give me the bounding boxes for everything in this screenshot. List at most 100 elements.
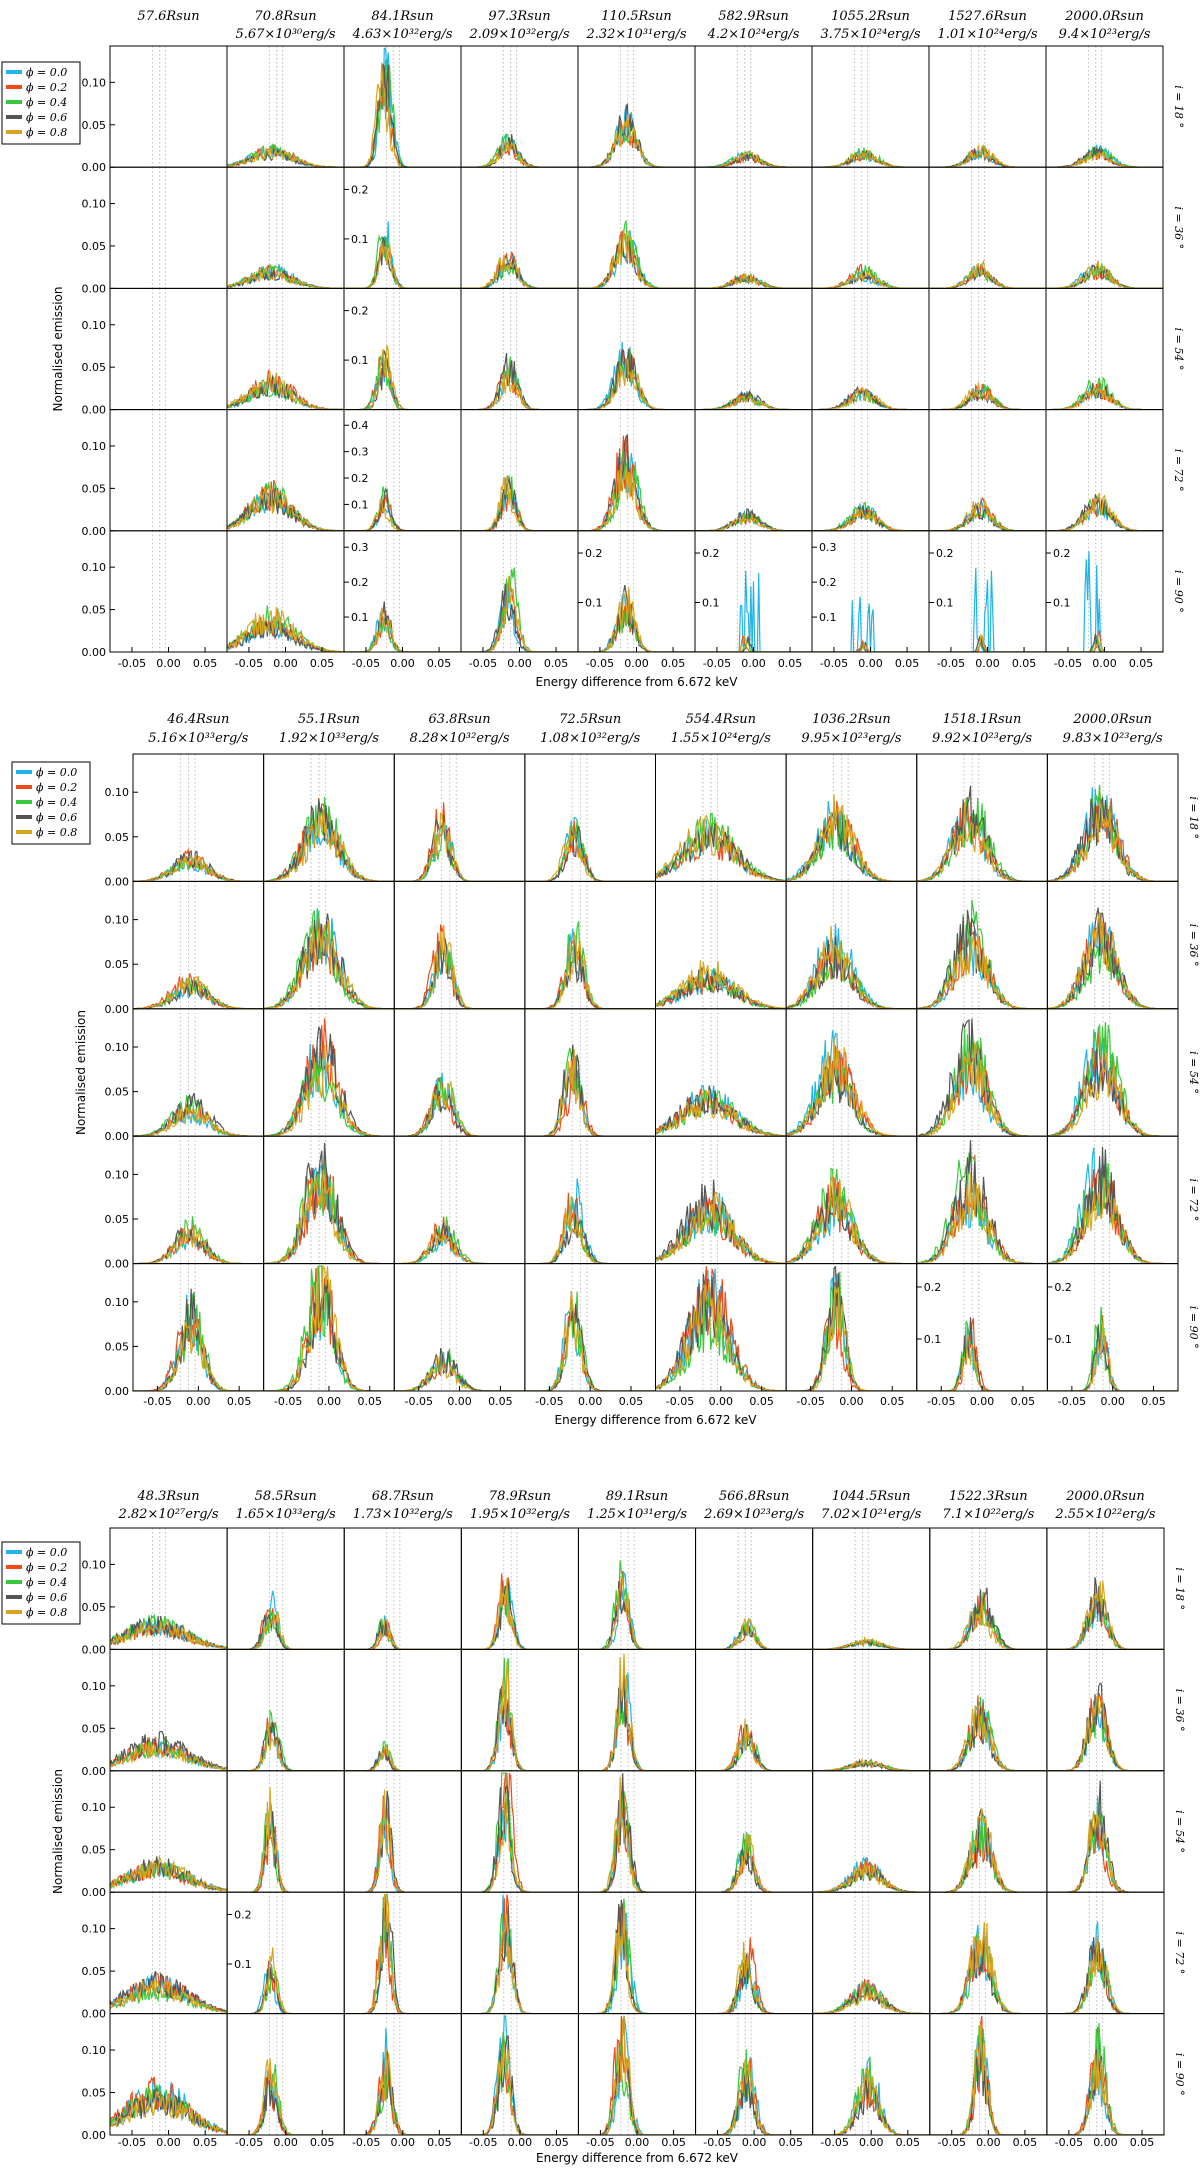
series-line-phi-2 <box>1047 1306 1178 1391</box>
subplot-frame <box>577 45 696 168</box>
series-line-phi-4 <box>916 1172 1048 1264</box>
y-tick-label: 0.05 <box>82 482 107 495</box>
y-tick-label: 0.00 <box>82 404 107 417</box>
x-tick-label: -0.05 <box>1058 1395 1086 1408</box>
series-line-phi-4 <box>344 1746 462 1771</box>
series-line-phi-3 <box>812 1986 930 2014</box>
y-tick-label: 0.05 <box>82 1601 107 1614</box>
series-line-phi-3 <box>344 2051 462 2135</box>
x-tick-label: -0.05 <box>703 657 731 670</box>
series-line-phi-1 <box>461 1772 579 1893</box>
series-line-phi-1 <box>344 1894 462 2014</box>
subplot-frame <box>393 753 526 882</box>
x-axis-label: Energy difference from 6.672 keV <box>536 675 739 689</box>
subplot <box>785 1008 918 1137</box>
y-tick-label: 0.10 <box>105 1168 130 1181</box>
series-line-phi-2 <box>916 797 1048 882</box>
x-tick-label: 0.05 <box>310 2136 335 2149</box>
series-line-phi-1 <box>578 230 695 289</box>
subplot-frame <box>226 1648 345 1772</box>
subplot-frame <box>393 1008 526 1137</box>
column-luminosity-title: 7.02×10²¹erg/s <box>821 1507 921 1522</box>
subplot: -0.05 0.00 0.05 <box>812 2013 931 2149</box>
series-line-phi-2 <box>133 1293 264 1391</box>
series-line-phi-3 <box>1046 2049 1164 2135</box>
series-line-phi-1 <box>344 1795 462 1893</box>
series-line-phi-4 <box>786 794 917 882</box>
y-tick-label: 0.3 <box>351 446 369 459</box>
subplot-frame <box>929 1648 1048 1772</box>
series-line-phi-2 <box>133 1216 264 1264</box>
column-luminosity-title: 4.63×10³²erg/s <box>351 27 452 42</box>
series-line-phi-4 <box>695 1941 813 2014</box>
y-tick-label: 0.05 <box>105 1086 130 1099</box>
series-line-phi-4 <box>812 386 929 410</box>
series-line-phi-3 <box>461 1905 579 2014</box>
subplot-frame <box>132 1008 265 1137</box>
subplot <box>226 1648 345 1772</box>
subplot <box>928 45 1047 168</box>
subplot: -0.05 0.00 0.05 <box>343 2013 462 2149</box>
subplot-frame <box>524 1008 656 1137</box>
series-line-phi-2 <box>461 356 578 410</box>
column-luminosity-title: 1.95×10³²erg/s <box>470 1507 570 1522</box>
y-tick-label: 0.2 <box>351 305 369 318</box>
subplot <box>393 753 526 882</box>
series-line-phi-4 <box>786 925 917 1009</box>
legend-entry: ϕ = 0.0 <box>36 766 77 779</box>
series-line-phi-4 <box>929 499 1046 531</box>
x-tick-label: 0.05 <box>661 2136 686 2149</box>
inclination-label: i = 90 ° <box>1173 2053 1186 2096</box>
series-line-phi-3 <box>344 1790 462 1893</box>
x-tick-label: 0.05 <box>488 1395 513 1408</box>
series-line-phi-4 <box>344 241 461 289</box>
column-luminosity-title: 9.83×10²³erg/s <box>1063 731 1163 746</box>
series-line-phi-3 <box>578 2016 696 2135</box>
series-line-phi-1 <box>344 2059 462 2135</box>
x-tick-label: 0.00 <box>975 657 1000 670</box>
subplot <box>785 753 918 882</box>
column-luminosity-title: 1.55×10²⁴erg/s <box>671 731 771 746</box>
series-line-phi-1 <box>578 2015 696 2135</box>
series-line-phi-3 <box>461 353 578 410</box>
series-line-phi-4 <box>524 1048 656 1137</box>
subplot <box>460 166 579 289</box>
series-line-phi-0 <box>695 1732 813 1771</box>
series-line-phi-1 <box>344 1620 462 1650</box>
column-luminosity-title: 1.92×10³³erg/s <box>279 731 379 746</box>
subplot: -0.05 0.00 0.05 <box>226 2013 345 2149</box>
subplot-frame <box>785 1135 918 1265</box>
series-line-phi-0 <box>929 2035 1047 2135</box>
series-line-phi-4 <box>929 259 1046 289</box>
y-tick-label: 0.10 <box>82 2044 107 2057</box>
series-line-phi-3 <box>695 1953 813 2014</box>
series-line-phi-3 <box>344 1748 462 1771</box>
y-tick-label: 0.1 <box>1054 1333 1072 1346</box>
series-line-phi-4 <box>110 1854 228 1892</box>
subplot <box>460 1891 579 2015</box>
series-line-phi-4 <box>1047 1323 1178 1391</box>
subplot: 0.1 0.2 -0.05 0.00 0.05 i = 90 ° <box>1046 1263 1200 1408</box>
subplot-frame <box>577 287 696 411</box>
column-radius-title: 1044.5Rsun <box>832 1489 911 1504</box>
legend-entry: ϕ = 0.8 <box>36 826 77 839</box>
series-line-phi-1 <box>344 1745 462 1771</box>
subplot-frame <box>577 2013 697 2136</box>
subplot: i = 18 ° <box>1046 1527 1186 1650</box>
subplot <box>811 45 930 168</box>
subplot <box>460 287 579 411</box>
subplot: 0.1 0.2 <box>343 287 462 411</box>
series-line-phi-4 <box>227 1787 345 1893</box>
subplot: 0.00 0.05 0.10 <box>105 880 265 1016</box>
y-tick-label: 0.4 <box>351 419 369 432</box>
y-tick-label: 0.2 <box>351 576 369 589</box>
series-line-phi-0 <box>578 1570 696 1650</box>
x-tick-label: 0.05 <box>310 657 335 670</box>
subplot-frame <box>460 1770 579 1893</box>
subplot-frame <box>524 1263 656 1392</box>
series-line-phi-4 <box>655 814 787 882</box>
subplot <box>929 1648 1048 1772</box>
series-line-phi-3 <box>344 1620 462 1650</box>
x-tick-label: 0.05 <box>1129 657 1154 670</box>
x-tick-label: -0.05 <box>118 2136 146 2149</box>
